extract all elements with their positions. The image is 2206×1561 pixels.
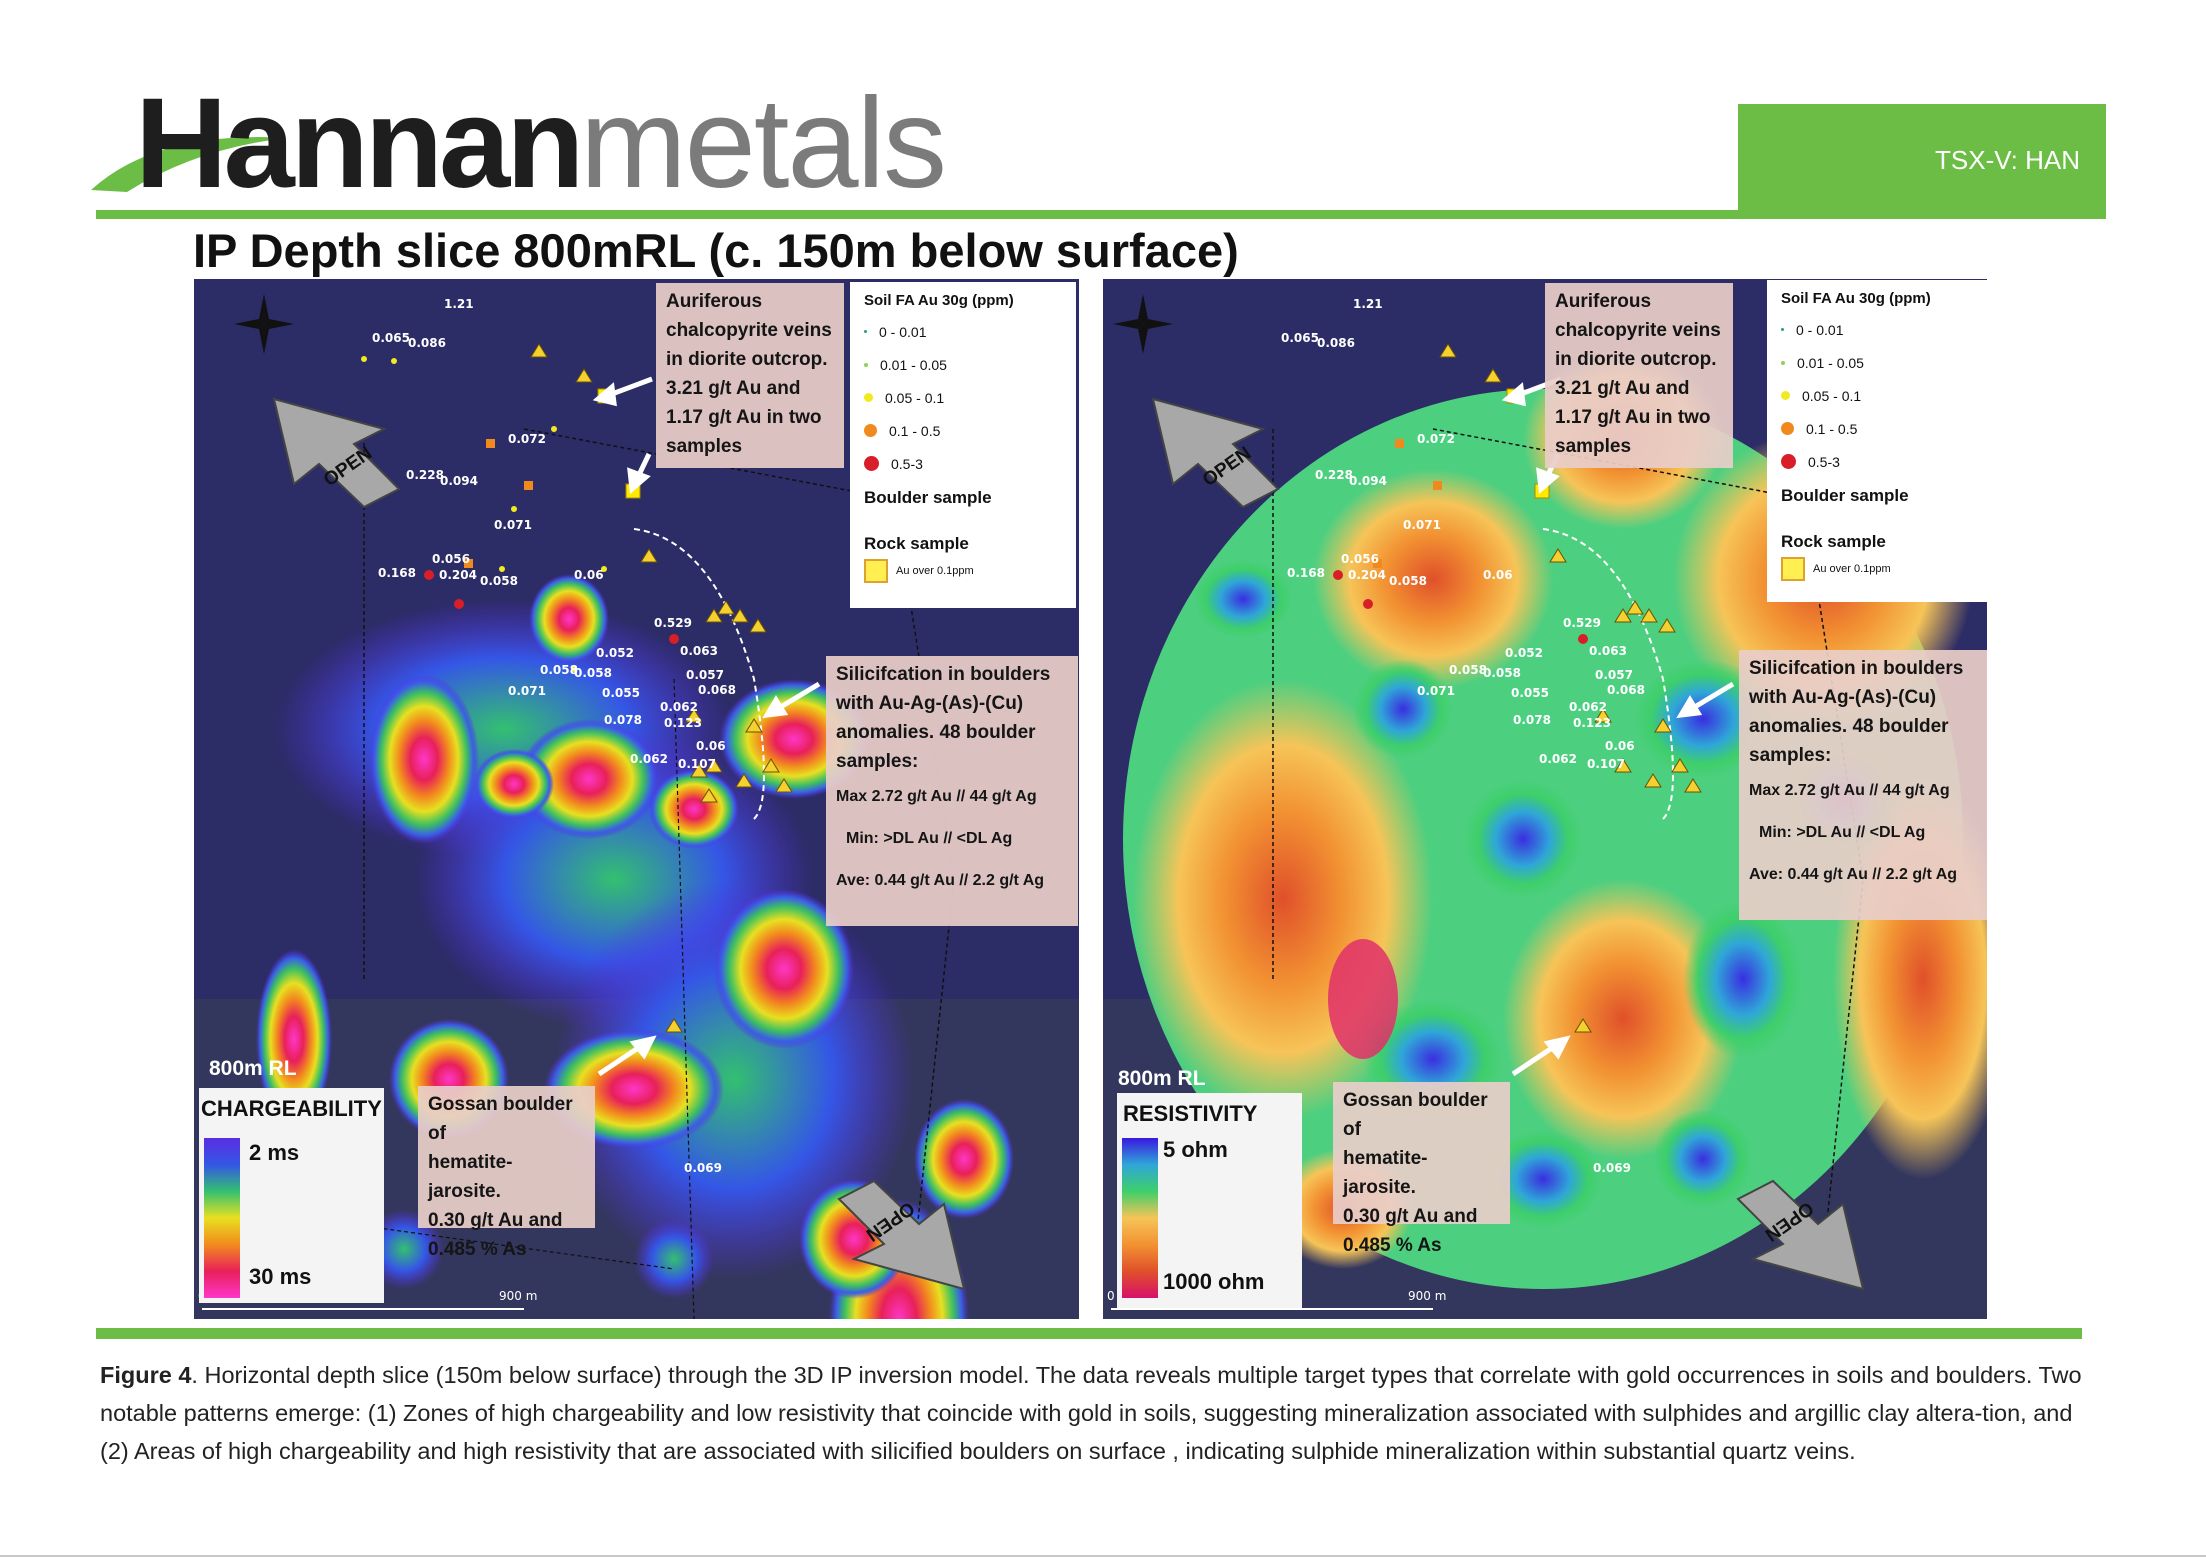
rl-label: 800m RL xyxy=(1118,1067,1206,1090)
value-label: 0.071 xyxy=(1417,684,1455,698)
value-label: 0.123 xyxy=(664,716,702,730)
value-label: 0.071 xyxy=(1403,518,1441,532)
north-arrow-icon xyxy=(1113,294,1173,354)
value-label: 0.052 xyxy=(1505,646,1543,660)
value-label: 0.057 xyxy=(1595,668,1633,682)
note-auriferous: Auriferous chalcopyrite veins in diorite o… xyxy=(656,283,844,468)
value-label: 0.063 xyxy=(1589,644,1627,658)
sample-markers: 1.21 0.065 0.086 0.072 0.228 0.094 0.071… xyxy=(202,297,821,1310)
open-arrow-icon-2: OPEN xyxy=(1736,1179,1865,1291)
value-label: 0.062 xyxy=(1539,752,1577,766)
value-label: 0.058 xyxy=(1449,663,1487,677)
value-label: 0.107 xyxy=(1587,757,1625,771)
value-label: 0.086 xyxy=(408,336,446,350)
caption-text: . Horizontal depth slice (150m below sur… xyxy=(100,1362,2082,1464)
company-logo: Hannan metals xyxy=(91,80,975,208)
value-label: 0.071 xyxy=(494,518,532,532)
soil-legend: Soil FA Au 30g (ppm) 0 - 0.01 0.01 - 0.0… xyxy=(1767,280,1987,602)
value-label: 0.06 xyxy=(1605,739,1635,753)
value-label: 0.06 xyxy=(696,739,726,753)
value-label: 0.055 xyxy=(602,686,640,700)
header-divider xyxy=(96,210,2106,219)
value-label: 0.069 xyxy=(1593,1161,1631,1175)
north-arrow-icon xyxy=(234,294,294,354)
value-label: 0.062 xyxy=(1569,700,1607,714)
value-label: 0.058 xyxy=(1483,666,1521,680)
value-label: 1.21 xyxy=(1353,297,1383,311)
value-label: 0.069 xyxy=(684,1161,722,1175)
value-label: 0.123 xyxy=(1573,716,1611,730)
value-label: 0.056 xyxy=(432,552,470,566)
value-label: 0.072 xyxy=(508,432,546,446)
note-silicification: Silicifcation in boulders with Au-Ag-(As)… xyxy=(1739,650,1987,920)
open-arrow-icon-2: OPEN xyxy=(837,1179,966,1291)
note-gossan: Gossan boulder of hematite-jarosite. 0.30 … xyxy=(1333,1082,1510,1256)
value-label: 0.052 xyxy=(596,646,634,660)
ticker-badge: TSX-V: HAN xyxy=(1738,104,2106,216)
value-label: 0.107 xyxy=(678,757,716,771)
value-label: 0.058 xyxy=(480,574,518,588)
value-label: 0.058 xyxy=(1389,574,1427,588)
value-label: 0.06 xyxy=(574,568,604,582)
scale-end: 900 m xyxy=(1408,1289,1447,1303)
value-label: 0.094 xyxy=(440,474,478,488)
value-label: 0.058 xyxy=(540,663,578,677)
value-label: 0.529 xyxy=(1563,616,1601,630)
value-label: 0.228 xyxy=(1315,468,1353,482)
page-title: IP Depth slice 800mRL (c. 150m below sur… xyxy=(193,224,1239,277)
value-label: 1.21 xyxy=(444,297,474,311)
value-label: 0.062 xyxy=(630,752,668,766)
note-gossan: Gossan boulder of hematite-jarosite. 0.30 … xyxy=(418,1086,595,1260)
resistivity-map: OPEN OPEN 1.21 0.065 0.086 0.072 0.228 0… xyxy=(1103,279,1987,1319)
page-bottom-rule xyxy=(0,1555,2206,1557)
note-silicification: Silicifcation in boulders with Au-Ag-(As)… xyxy=(826,656,1078,926)
value-label: 0.078 xyxy=(1513,713,1551,727)
value-label: 0.063 xyxy=(680,644,718,658)
scale-end: 900 m xyxy=(499,1289,538,1303)
value-label: 0.071 xyxy=(508,684,546,698)
value-label: 0.072 xyxy=(1417,432,1455,446)
value-label: 0.058 xyxy=(574,666,612,680)
value-label: 0.065 xyxy=(372,331,410,345)
sample-markers: 1.21 0.065 0.086 0.072 0.228 0.094 0.071… xyxy=(1111,297,1735,1310)
value-label: 0.056 xyxy=(1341,552,1379,566)
value-label: 0.057 xyxy=(686,668,724,682)
value-label: 0.168 xyxy=(1287,566,1325,580)
value-label: 0.204 xyxy=(1348,568,1386,582)
logo-text-dark: Hannan xyxy=(135,72,584,215)
value-label: 0.094 xyxy=(1349,474,1387,488)
open-arrow-icon: OPEN xyxy=(1151,397,1280,509)
value-label: 0.062 xyxy=(660,700,698,714)
value-label: 0.204 xyxy=(439,568,477,582)
logo-swoosh xyxy=(91,137,287,192)
value-label: 0.068 xyxy=(698,683,736,697)
resistivity-colorbar: RESISTIVITY 5 ohm 1000 ohm xyxy=(1117,1093,1302,1308)
open-arrow-icon: OPEN xyxy=(272,397,401,509)
value-label: 0.529 xyxy=(654,616,692,630)
value-label: 0.168 xyxy=(378,566,416,580)
value-label: 0.078 xyxy=(604,713,642,727)
value-label: 0.055 xyxy=(1511,686,1549,700)
value-label: 0.068 xyxy=(1607,683,1645,697)
value-label: 0.06 xyxy=(1483,568,1513,582)
value-label: 0.228 xyxy=(406,468,444,482)
rl-label: 800m RL xyxy=(209,1057,297,1080)
figure-caption: Figure 4. Horizontal depth slice (150m b… xyxy=(100,1356,2100,1470)
soil-legend: Soil FA Au 30g (ppm) 0 - 0.01 0.01 - 0.0… xyxy=(850,282,1076,608)
value-label: 0.086 xyxy=(1317,336,1355,350)
chargeability-map: OPEN OPEN 1.21 0.065 0.086 0.072 xyxy=(194,279,1079,1319)
caption-lead: Figure 4 xyxy=(100,1362,192,1388)
note-auriferous: Auriferous chalcopyrite veins in diorite o… xyxy=(1545,283,1733,468)
scale-start: 0 xyxy=(1107,1289,1115,1303)
chargeability-colorbar: CHARGEABILITY 2 ms 30 ms xyxy=(199,1088,384,1303)
footer-divider xyxy=(96,1328,2082,1339)
logo-text-light: metals xyxy=(580,72,947,215)
value-label: 0.065 xyxy=(1281,331,1319,345)
